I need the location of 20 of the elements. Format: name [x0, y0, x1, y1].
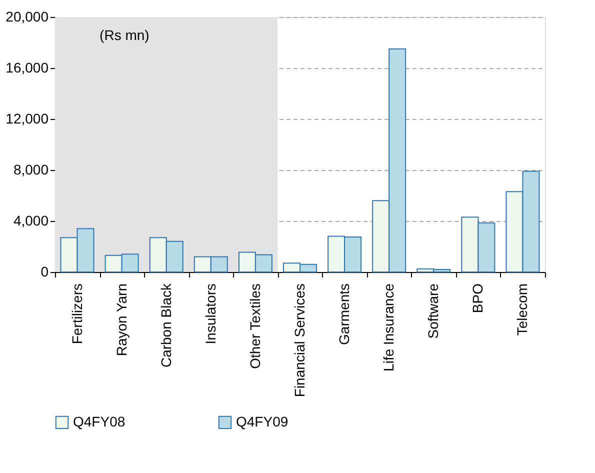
- x-tick-label: Garments: [336, 284, 352, 345]
- y-tick-label: 12,000: [6, 110, 49, 126]
- y-tick-label: 16,000: [6, 60, 49, 76]
- x-tick-label: Fertilizers: [68, 284, 85, 344]
- y-tick-label: 20,000: [6, 8, 49, 24]
- legend-label: Q4FY09: [236, 413, 288, 430]
- x-tick-label: Life Insurance: [380, 283, 397, 372]
- x-tick-label: Telecom: [514, 284, 530, 336]
- x-tick-label: BPO: [470, 283, 486, 314]
- x-tick-label: Carbon Black: [158, 282, 174, 368]
- y-tick-label: 0: [40, 264, 49, 280]
- legend-label: Q4FY08: [73, 413, 126, 430]
- x-tick-label: Software: [425, 283, 442, 339]
- y-tick-label: 8,000: [13, 162, 49, 178]
- annotation: (Rs mn): [100, 27, 150, 43]
- x-tick-label: Rayon Yarn: [113, 284, 130, 356]
- x-tick-label: Other Textiles: [246, 284, 263, 369]
- x-tick-label: Insulators: [202, 284, 218, 344]
- y-tick-label: 4,000: [13, 212, 49, 228]
- x-tick-label: Financial Services: [292, 284, 308, 398]
